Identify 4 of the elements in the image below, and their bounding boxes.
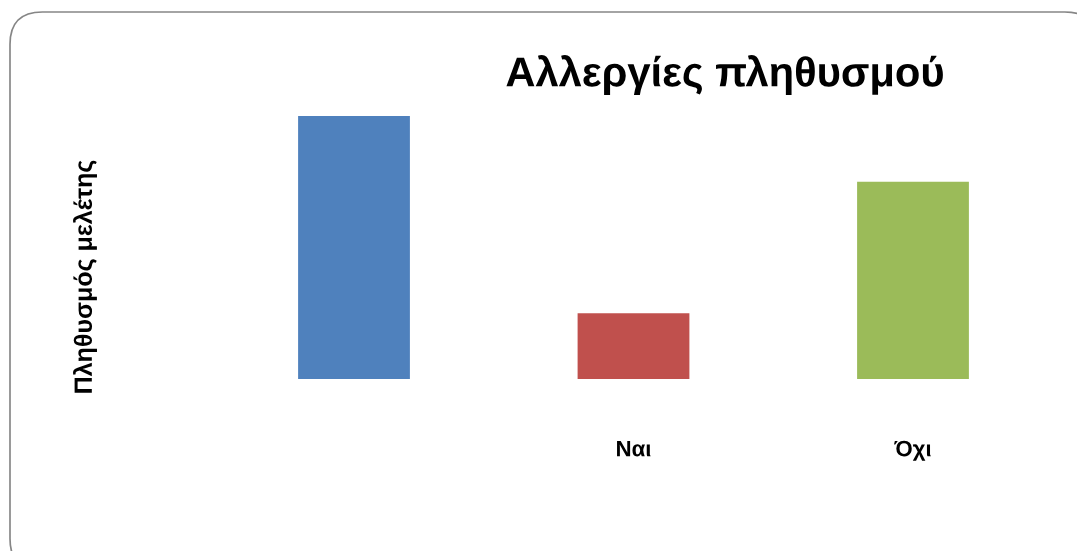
y-axis-title: Πληθυσμός μελέτης [73,160,97,393]
x-tick-label: Ναι [617,440,651,457]
x-tick-label: Όχι [894,440,931,461]
chart-title: Αλλεργίες πληθυσμού [506,55,943,95]
